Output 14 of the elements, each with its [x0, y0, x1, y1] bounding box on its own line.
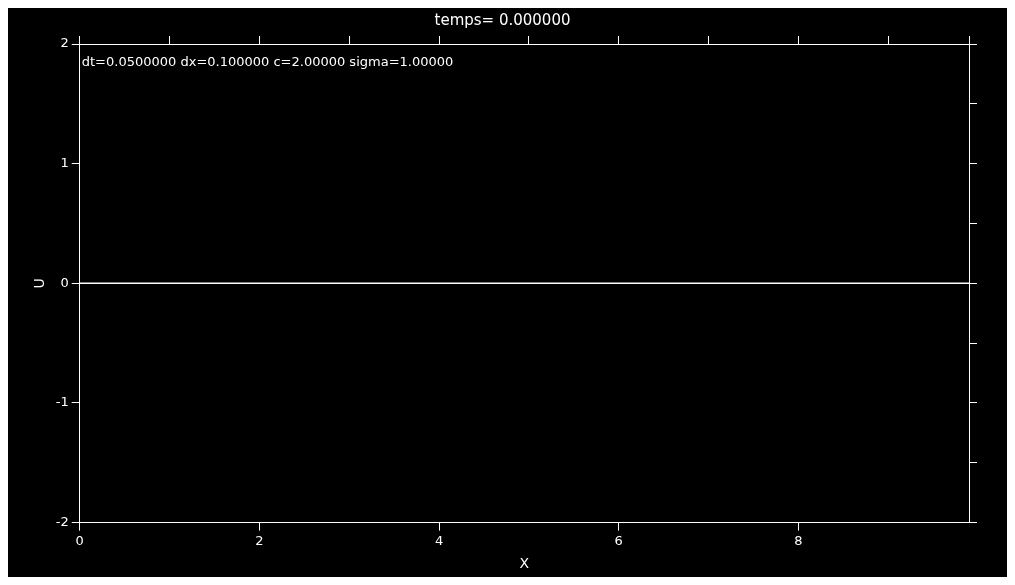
chart-title: temps= 0.000000 [434, 10, 571, 29]
x-tick-label: 4 [434, 532, 444, 548]
y-tick-label: -2 [55, 513, 69, 529]
y-tick-label: 0 [60, 274, 69, 290]
annotation: dt=0.0500000 dx=0.100000 c=2.00000 sigma=1.00000 [81, 53, 454, 69]
x-tick-label: 2 [255, 532, 264, 548]
x-tick-label: 8 [794, 532, 803, 548]
x-axis-title: X [519, 555, 530, 572]
y-tick-label: 1 [60, 155, 69, 171]
y-tick-label: 2 [60, 35, 69, 51]
x-tick-label: 0 [75, 532, 84, 548]
y-tick-label: -1 [55, 394, 69, 410]
y-axis-title: U [31, 278, 48, 289]
x-tick-label: 6 [614, 532, 623, 548]
